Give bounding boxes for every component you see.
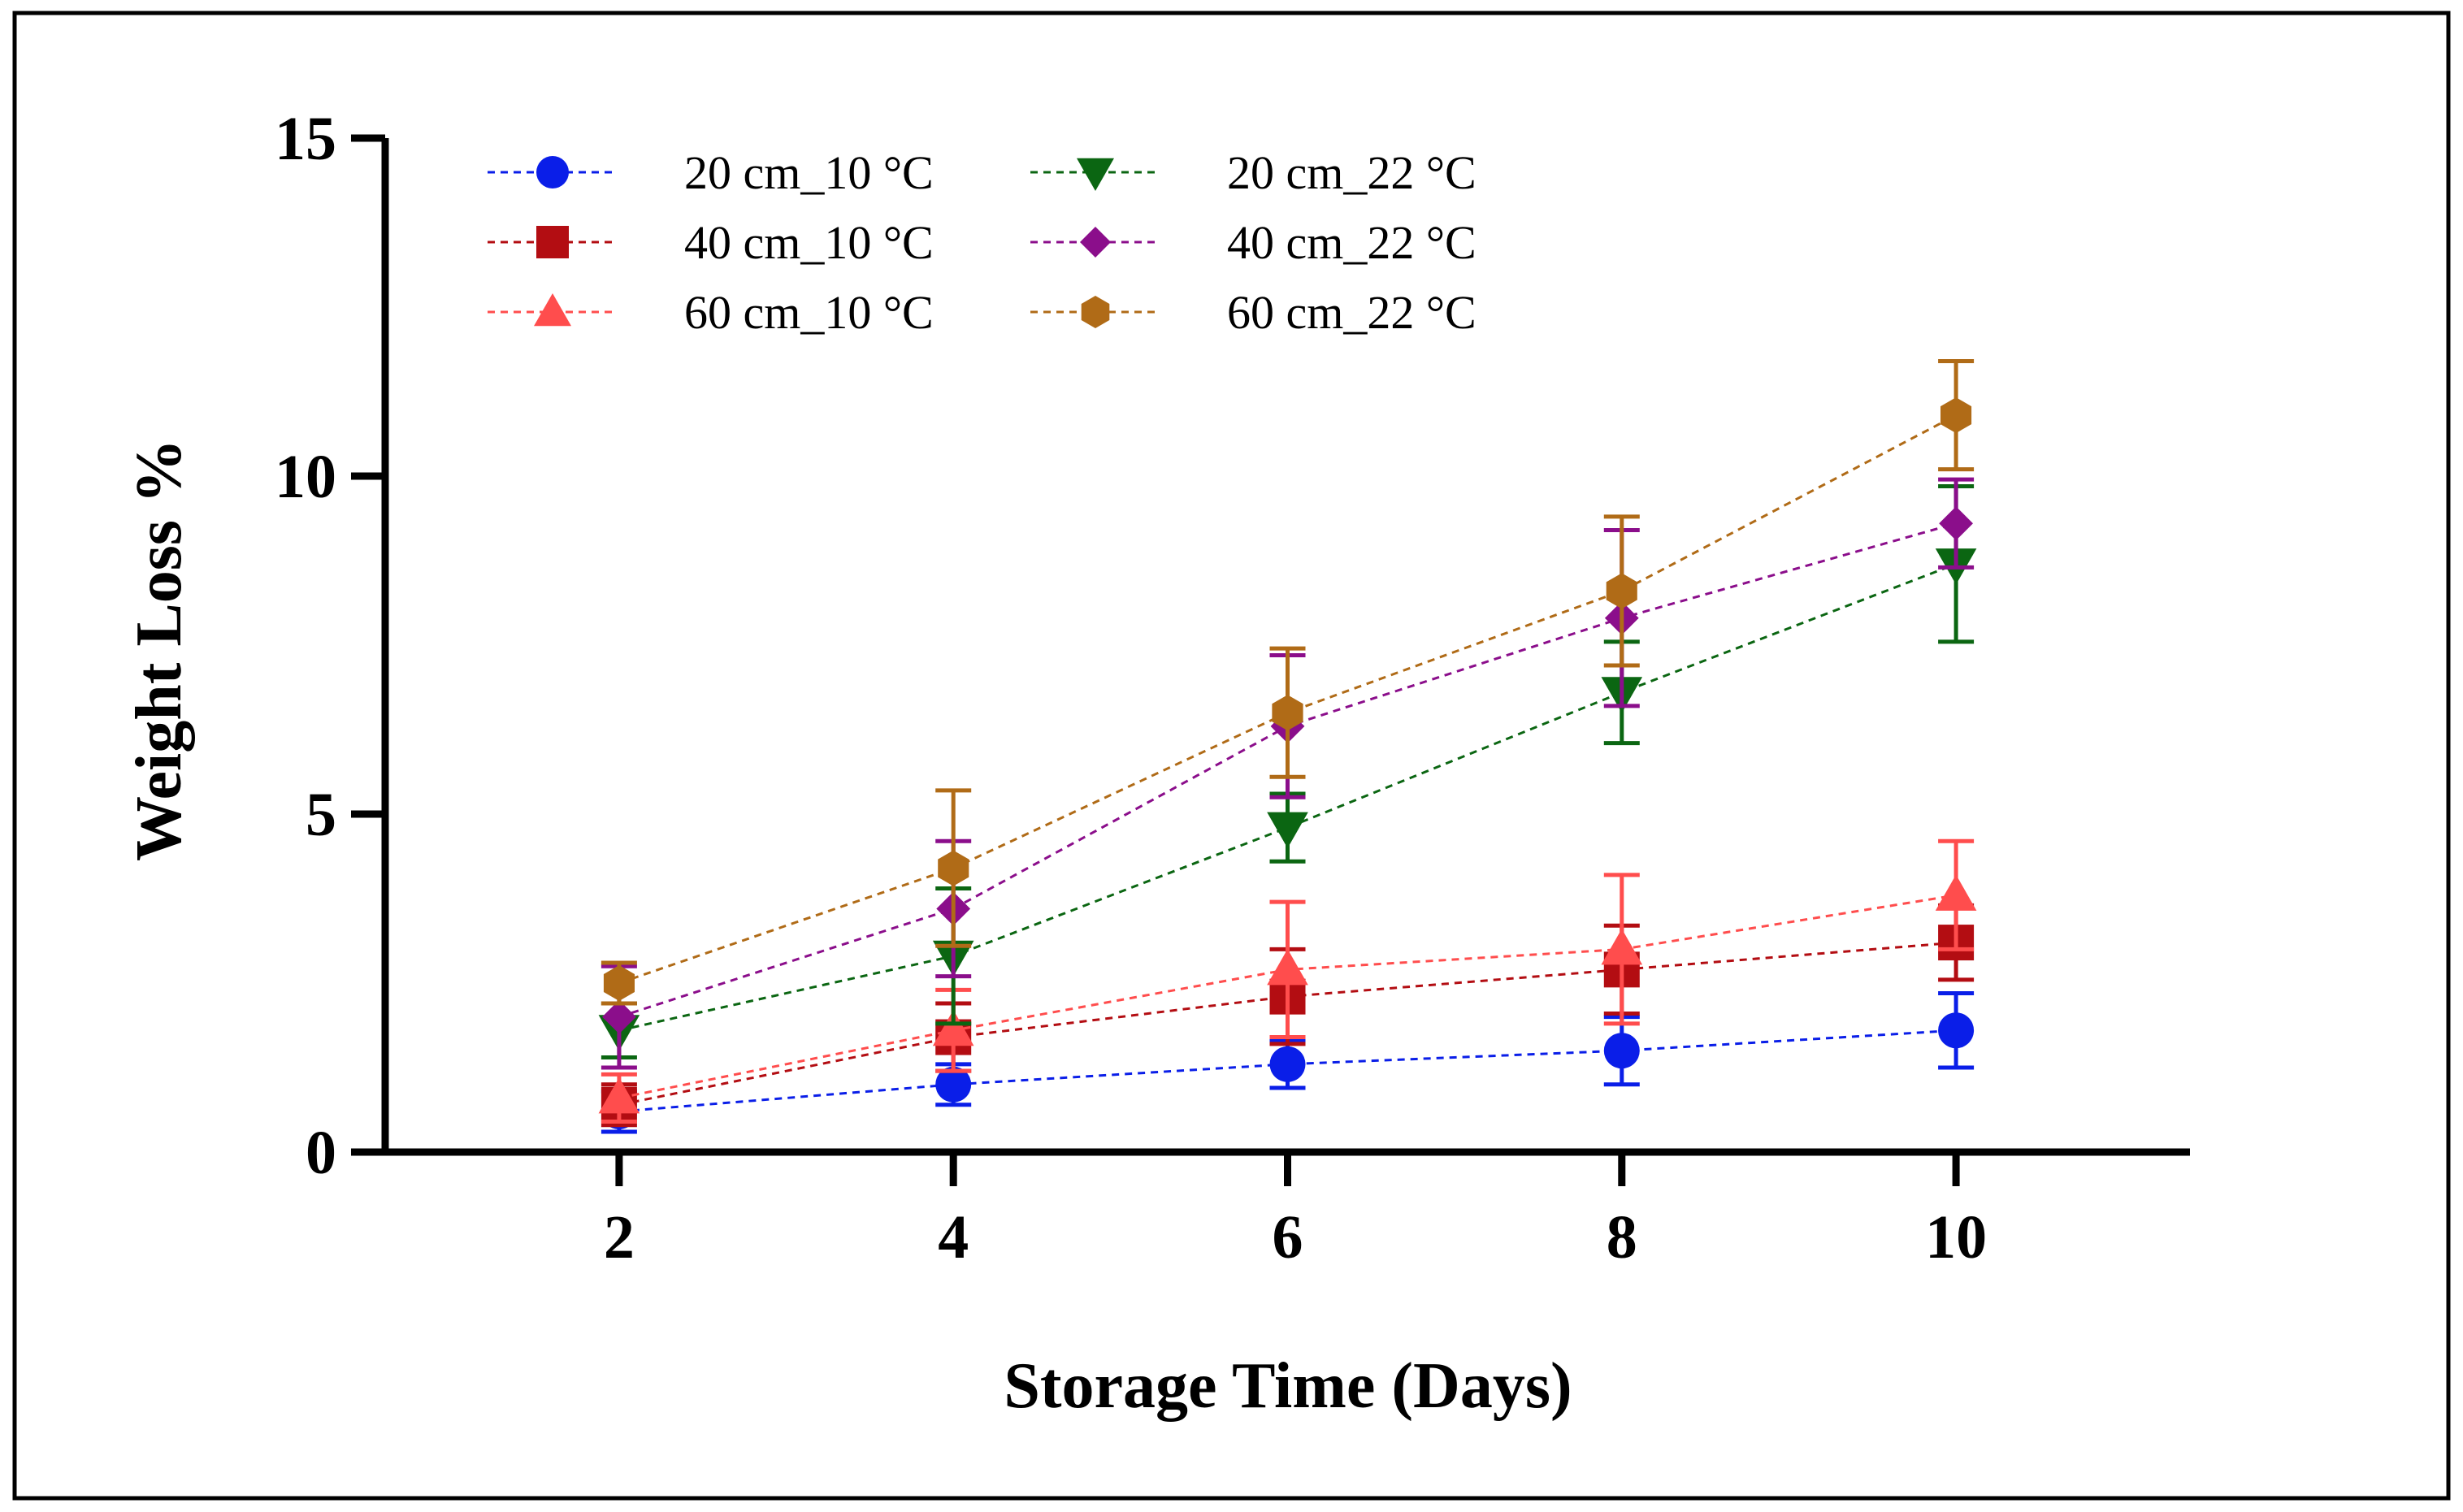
x-axis-title: Storage Time (Days) (1004, 1350, 1572, 1422)
data-point (932, 1009, 974, 1046)
data-point (1267, 812, 1308, 848)
x-tick-label: 4 (938, 1203, 969, 1272)
data-point (1269, 1046, 1306, 1082)
data-point (1267, 949, 1308, 986)
legend-item: 40 cm_10 °C (488, 216, 934, 269)
legend-label: 20 cm_22 °C (1227, 146, 1476, 199)
figure-border (12, 11, 2451, 1501)
y-tick-label: 5 (306, 781, 336, 849)
y-tick-label: 10 (275, 443, 336, 511)
x-tick-label: 2 (604, 1203, 635, 1272)
series-line (618, 562, 1957, 1032)
legend-marker (536, 156, 569, 188)
legend-label: 60 cm_10 °C (684, 286, 934, 339)
x-tick-label: 10 (1925, 1203, 1987, 1272)
legend-label: 20 cm_10 °C (684, 146, 934, 199)
data-point (1935, 874, 1977, 911)
x-tick-label: 8 (1607, 1203, 1637, 1272)
legend: 20 cm_10 °C 40 cm_10 °C 60 cm_10 °C 20 cm_2… (488, 146, 1476, 339)
legend-label: 40 cm_22 °C (1227, 216, 1476, 269)
legend-label: 40 cm_10 °C (684, 216, 934, 269)
data-point (1272, 695, 1303, 731)
legend-item: 20 cm_10 °C (488, 146, 934, 199)
y-axis-title: Weight Loss % (124, 439, 195, 861)
legend-marker (1077, 158, 1114, 191)
series-layer (598, 359, 1977, 1134)
data-point (598, 1077, 640, 1114)
data-point (1601, 929, 1643, 965)
data-point (1603, 1033, 1640, 1069)
series-6 (601, 359, 1975, 1006)
legend-marker (536, 226, 569, 258)
legend-item: 40 cm_22 °C (1030, 216, 1476, 269)
data-point (603, 965, 635, 1001)
legend-label: 60 cm_22 °C (1227, 286, 1476, 339)
series-3 (598, 838, 1977, 1124)
legend-marker (534, 293, 571, 327)
legend-item: 20 cm_22 °C (1030, 146, 1476, 199)
data-point (1606, 573, 1637, 609)
x-tick-label: 6 (1273, 1203, 1303, 1272)
legend-marker (1080, 227, 1111, 258)
data-point (1938, 1012, 1975, 1049)
legend-item: 60 cm_22 °C (1030, 286, 1476, 339)
legend-marker (1081, 296, 1110, 328)
data-point (1939, 506, 1973, 541)
x-ticks: 2 4 6 8 10 (604, 1152, 1987, 1272)
y-tick-label: 0 (306, 1119, 336, 1187)
y-ticks: 0 5 10 15 (275, 105, 385, 1187)
legend-item: 60 cm_10 °C (488, 286, 934, 339)
data-point (1940, 397, 1972, 434)
data-point (938, 850, 969, 886)
y-tick-label: 15 (275, 105, 336, 173)
data-point (935, 1066, 972, 1103)
data-point (602, 999, 636, 1034)
